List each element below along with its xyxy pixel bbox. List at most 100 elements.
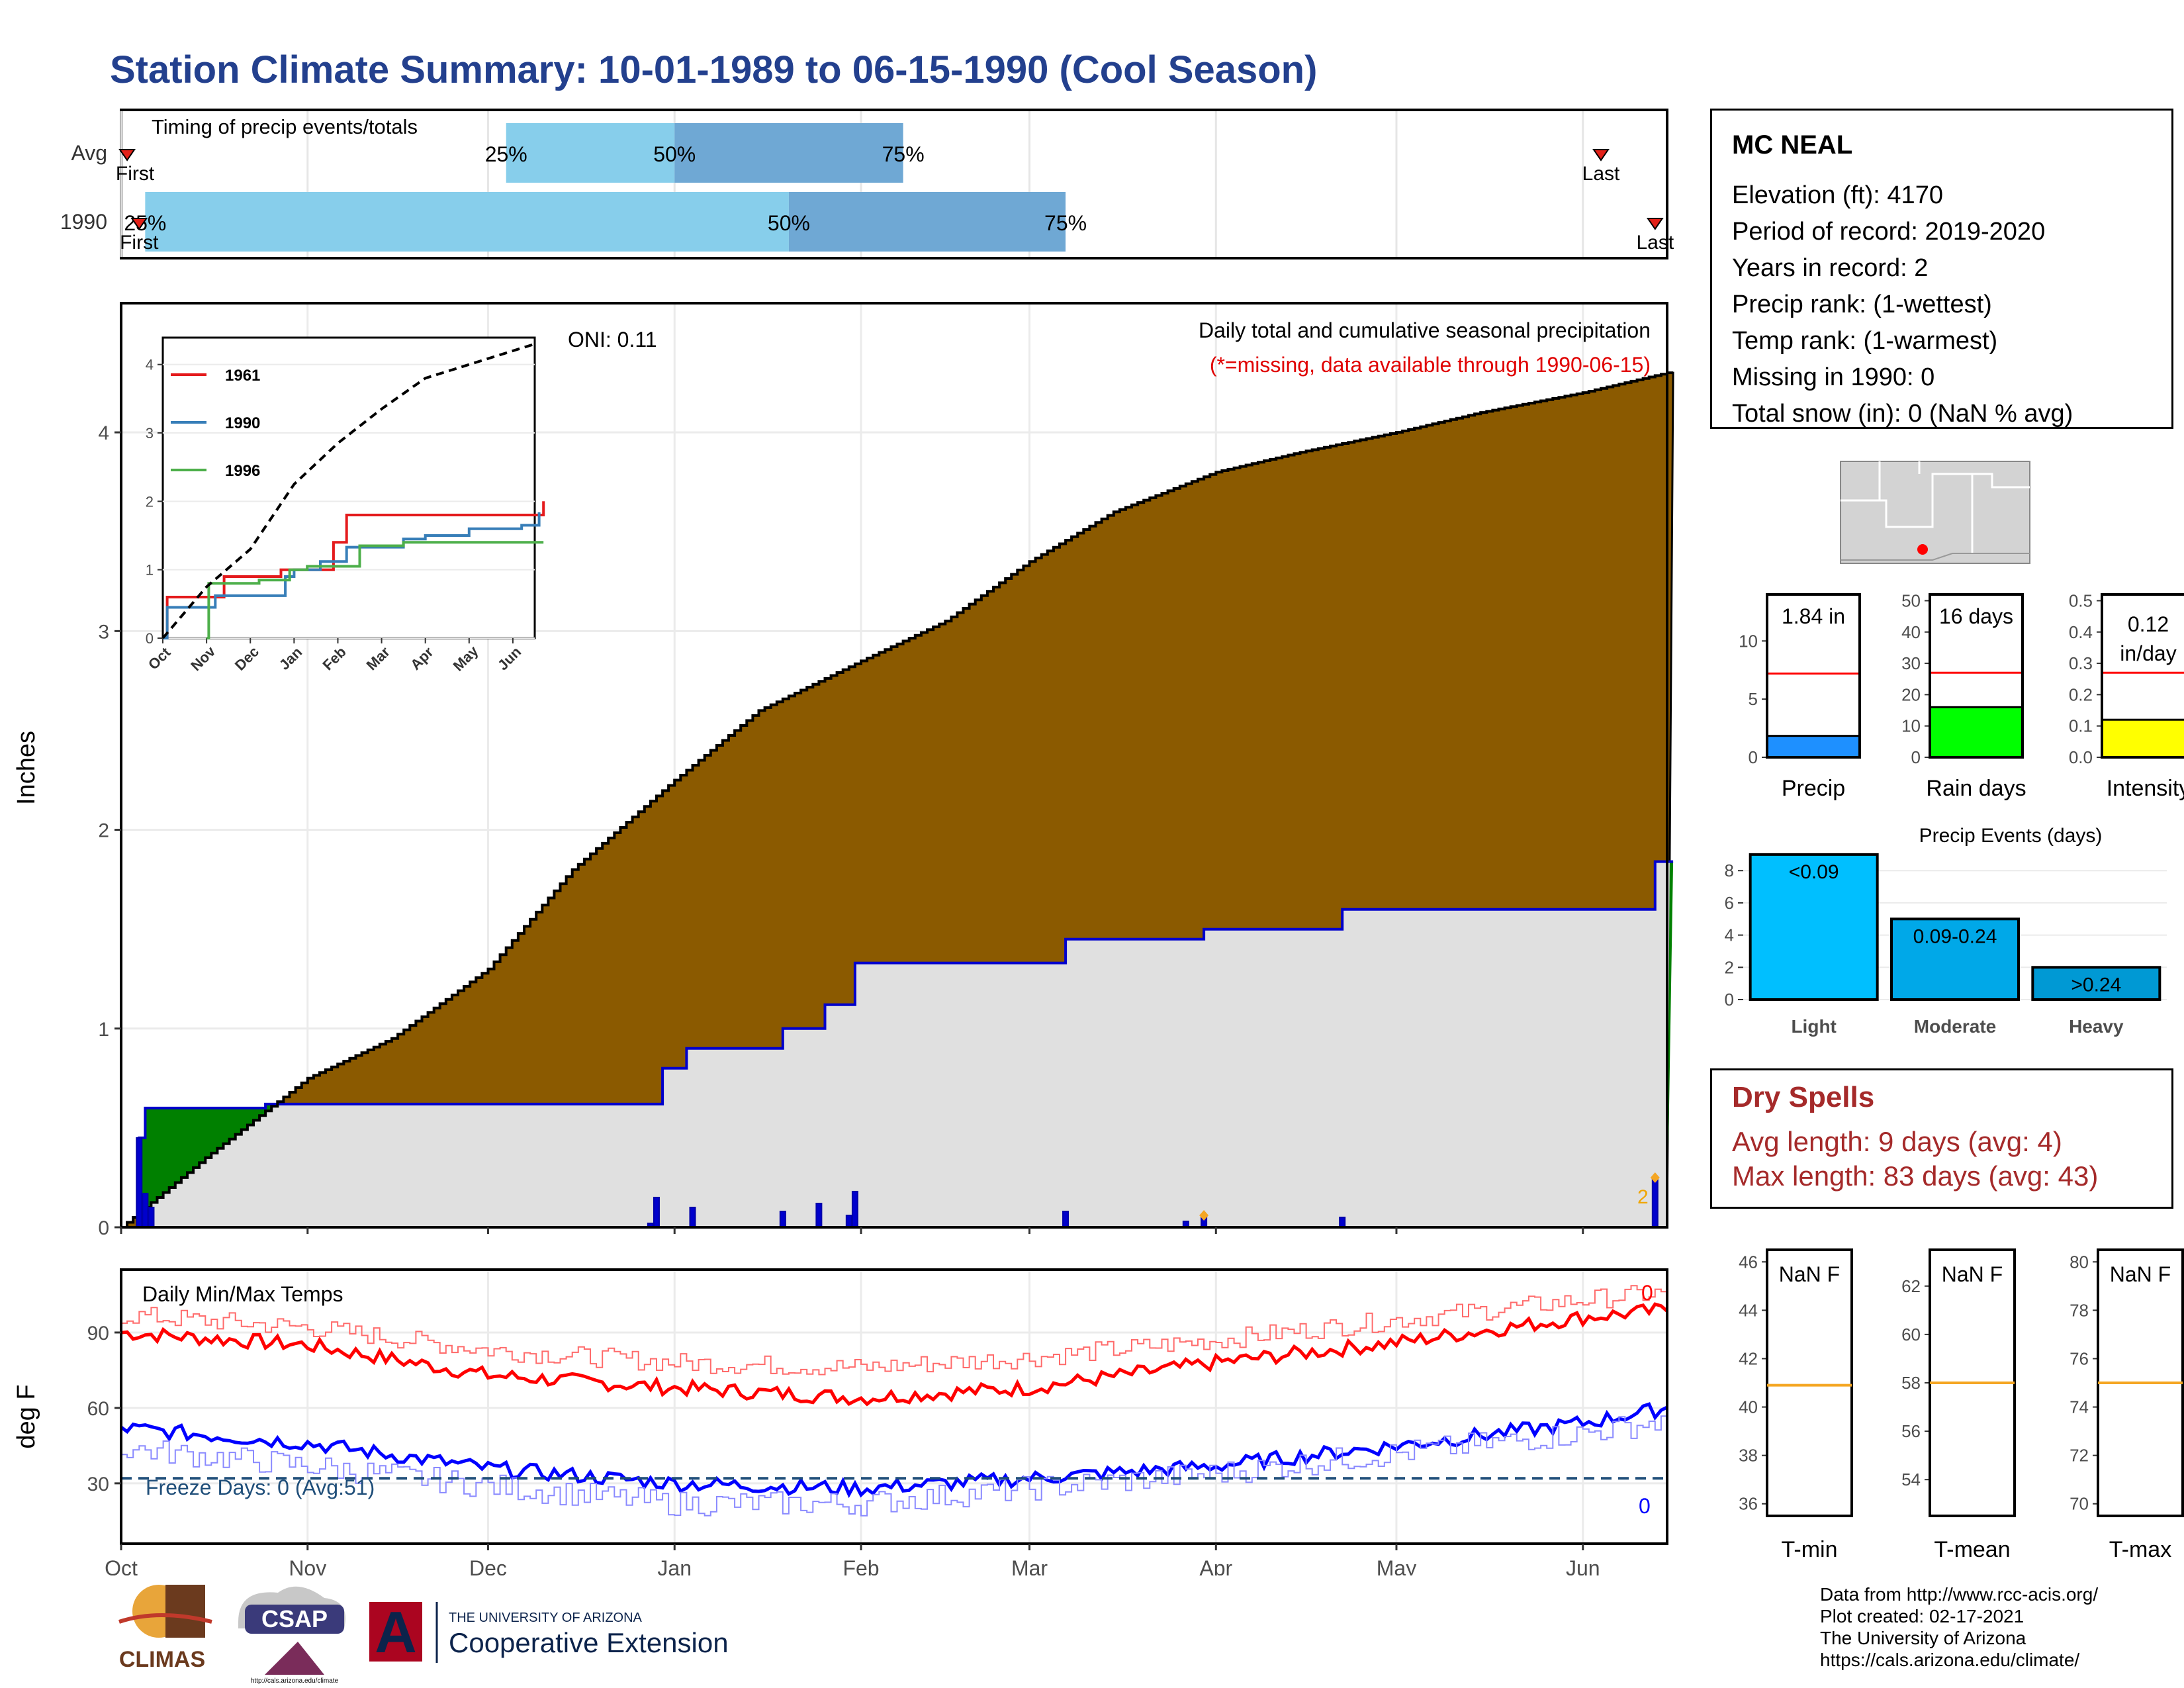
summary-bars: 0 5 10 1.84 in Precip 0 10 20 30 40 50 16 days Rain … (1739, 590, 2184, 801)
events-bar-0 (1749, 853, 1879, 1001)
year-cumulative-line (121, 860, 1674, 1229)
inset-ytick-label: 3 (146, 425, 154, 442)
temp-ytick-label: 30 (87, 1474, 109, 1495)
timing-avg-75-label: 75% (882, 142, 925, 166)
month-label: Mar (1011, 1556, 1048, 1575)
credit-plot-created: Plot created: 02-17-2021 (1820, 1606, 2025, 1626)
csap-logo: CSAP http://cals.arizona.edu/climate (238, 1586, 345, 1685)
daily-precip-bar (815, 1202, 823, 1229)
map-background (1840, 461, 2030, 564)
month-label: Oct (105, 1556, 138, 1575)
events-bar-1 (1890, 917, 2020, 1001)
oni-label: ONI: 0.11 (568, 328, 657, 352)
summary-ytick-label: 0.2 (2069, 684, 2093, 704)
temp-panel: deg F Daily Min/Max Temps Freeze Days: 0… (13, 1268, 1668, 1575)
temp-summary-boxes: 36 38 40 42 44 46 NaN F T-min 54 56 58 60 62 NaN F T-m… (1739, 1248, 2184, 1562)
summary-ytick-label: 0 (1749, 747, 1758, 767)
station-elevation: Elevation (ft): 4170 (1732, 181, 1943, 209)
timing-row-label-avg: Avg (71, 141, 107, 165)
summary-ytick-label: 20 (1901, 684, 1921, 704)
temp-box-ytick-label: 36 (1739, 1494, 1758, 1514)
summary-ytick-label: 0.3 (2069, 653, 2093, 673)
summary-value-unit: in/day (2120, 641, 2176, 665)
timing-avg-last-label: Last (1582, 163, 1620, 185)
summary-ytick-label: 0.0 (2069, 747, 2093, 767)
events-ytick-label: 4 (1725, 925, 1734, 945)
credits: Data from http://www.rcc-acis.org/ Plot … (1820, 1583, 2098, 1671)
station-years: Years in record: 2 (1732, 254, 1929, 282)
temp-line-avg-min (121, 1409, 1668, 1517)
timing-year-25-label: 25% (124, 211, 166, 235)
timing-avg-bar-50-75 (674, 123, 903, 183)
temp-box-value: NaN F (1779, 1262, 1840, 1286)
csap-url: http://cals.arizona.edu/climate (251, 1677, 339, 1685)
summary-bar-0 (1766, 735, 1861, 759)
timing-year-last-marker (1646, 218, 1664, 230)
temp-box-frame (1766, 1248, 1853, 1517)
temp-box-label: T-min (1782, 1537, 1838, 1562)
summary-bar-2 (2101, 718, 2184, 759)
temp-box-ytick-label: 72 (2070, 1446, 2089, 1466)
temp-box-ytick-label: 58 (1901, 1373, 1921, 1393)
month-label: May (1377, 1556, 1416, 1575)
temp-box-label: T-mean (1934, 1537, 2010, 1562)
summary-ytick-label: 5 (1749, 689, 1758, 709)
events-bar-label: >0.24 (2071, 974, 2121, 996)
precip-caption: Daily total and cumulative seasonal prec… (1199, 318, 1651, 342)
summary-ytick-label: 0 (1911, 747, 1921, 767)
ua-extension: Cooperative Extension (449, 1627, 729, 1658)
timing-year-50-label: 50% (768, 211, 810, 235)
timing-year-75-label: 75% (1044, 211, 1087, 235)
daily-precip-bar (142, 1192, 149, 1229)
timing-title: Timing of precip events/totals (152, 115, 418, 138)
summary-ytick-label: 50 (1901, 590, 1921, 610)
timing-row-label-year: 1990 (60, 210, 107, 234)
temp-ylabel: deg F (13, 1384, 40, 1448)
events-title: Precip Events (days) (1919, 825, 2103, 847)
station-missing: Missing in 1990: 0 (1732, 363, 1935, 391)
timing-year-first-marker (130, 218, 148, 230)
month-label: Dec (469, 1556, 507, 1575)
precip-annotation: 2 (1637, 1186, 1649, 1208)
university-of-arizona-logo: A THE UNIVERSITY OF ARIZONA Cooperative … (369, 1599, 729, 1665)
locator-map (1840, 461, 2030, 564)
inset-legend-label: 1961 (225, 367, 260, 385)
precip-ytick-label: 4 (98, 422, 109, 444)
map-state-borders (1841, 473, 2030, 528)
missing-marker (1650, 1172, 1660, 1183)
events-ytick-label: 2 (1725, 957, 1734, 977)
ua-letter: A (375, 1599, 417, 1665)
timing-avg-bar-25-50 (506, 123, 675, 183)
map-state-borders-2 (1878, 461, 1974, 553)
temp-box-ytick-label: 78 (2070, 1300, 2089, 1320)
summary-value-label: 1.84 in (1782, 604, 1845, 628)
daily-precip-bar (653, 1196, 660, 1229)
dry-spells-title: Dry Spells (1732, 1081, 1875, 1113)
map-border-mexico (1841, 553, 2030, 561)
daily-precip-bar (148, 1206, 155, 1229)
climas-text: CLIMAS (119, 1647, 205, 1672)
temp-box-value: NaN F (2110, 1262, 2171, 1286)
summary-ytick-label: 10 (1739, 631, 1758, 651)
temp-ytick-label: 60 (87, 1398, 109, 1420)
inset-ytick-label: 1 (146, 562, 154, 579)
dry-spells-avg: Avg length: 9 days (avg: 4) (1732, 1126, 2062, 1157)
timing-year-bar-50-75 (788, 192, 1066, 252)
summary-ytick-label: 0.4 (2069, 622, 2093, 642)
month-label: Nov (289, 1556, 326, 1575)
temp-box-ytick-label: 38 (1739, 1446, 1758, 1466)
credit-data-source: Data from http://www.rcc-acis.org/ (1820, 1584, 2099, 1605)
temp-box-value: NaN F (1942, 1262, 2003, 1286)
inset-xtick-label: Nov (187, 643, 219, 675)
temp-box-ytick-label: 42 (1739, 1348, 1758, 1368)
temp-box-ytick-label: 40 (1739, 1397, 1758, 1417)
climas-logo: CLIMAS (118, 1585, 212, 1672)
inset-frame (161, 336, 536, 639)
summary-ytick-label: 10 (1901, 716, 1921, 736)
temp-line-max (120, 1302, 1668, 1407)
dry-spells-max: Max length: 83 days (avg: 43) (1732, 1160, 2099, 1192)
summary-ytick-label: 0.5 (2069, 590, 2093, 610)
temp-frame (120, 1268, 1668, 1545)
inset-ytick-label: 4 (146, 357, 154, 373)
summary-bar-1 (1929, 706, 2024, 759)
